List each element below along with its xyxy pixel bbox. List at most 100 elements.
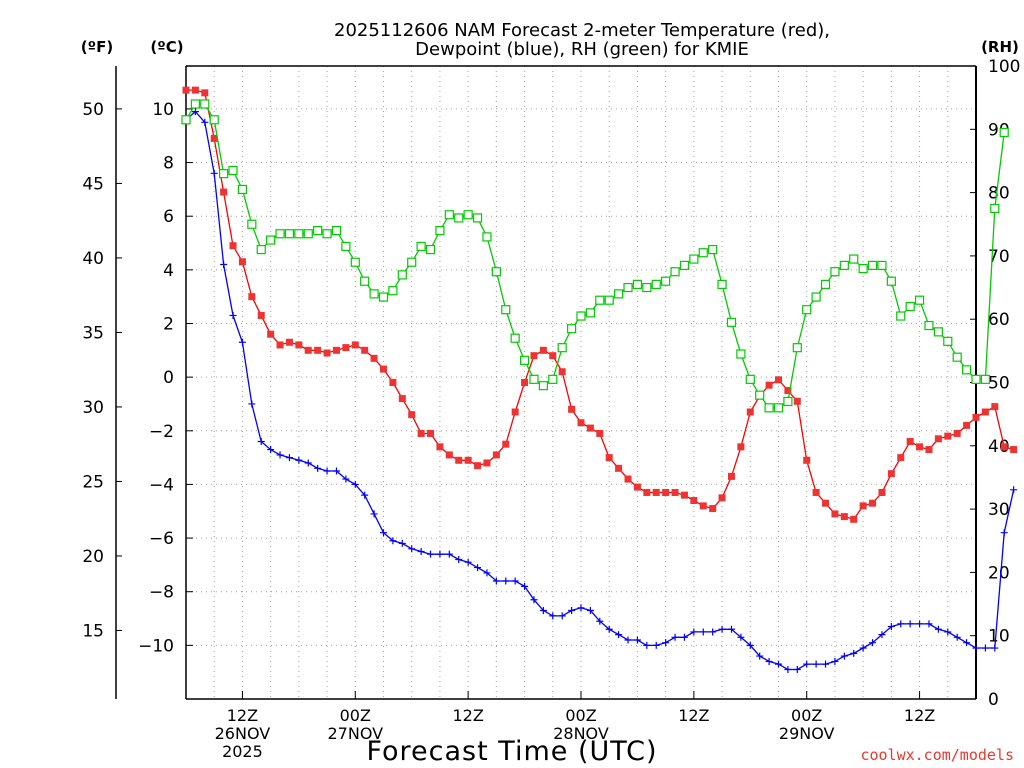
dewpoint-point — [991, 644, 999, 652]
rh-point — [726, 317, 737, 327]
fahrenheit-tick-label: 45 — [82, 174, 104, 194]
x-tick-label: 27NOV — [327, 724, 383, 743]
dewpoint-point — [521, 582, 529, 590]
rh-point — [284, 229, 295, 239]
temperature-point — [906, 438, 914, 446]
temperature-point — [342, 344, 350, 352]
rh-point — [360, 276, 370, 286]
temperature-point — [492, 451, 500, 459]
rh-tick-label: 50 — [988, 374, 1010, 394]
rh-point — [632, 279, 643, 289]
dewpoint-point — [408, 545, 416, 553]
rh-point — [350, 257, 360, 267]
dewpoint-point — [916, 620, 924, 628]
rh-point — [924, 320, 934, 331]
dewpoint-point — [906, 620, 914, 628]
temperature-point — [850, 515, 858, 523]
dewpoint-point — [793, 665, 801, 673]
rh-point — [322, 229, 332, 239]
rh-point — [341, 241, 351, 252]
temperature-point — [784, 387, 792, 395]
x-tick-label: 00Z — [791, 706, 822, 725]
rh-point — [256, 244, 266, 255]
temperature-point — [474, 462, 482, 470]
temperature-point — [549, 352, 557, 360]
temperature-point — [934, 435, 942, 443]
x-tick-label: 12Z — [227, 706, 258, 725]
temperature-point — [586, 424, 594, 432]
temperature-point — [953, 429, 961, 437]
temperature-point — [220, 188, 228, 196]
celsius-tick-label: 0 — [163, 368, 174, 388]
temperature-point — [1000, 443, 1008, 451]
dewpoint-point — [304, 459, 312, 467]
temperature-point — [445, 451, 453, 459]
rh-tick-label: 100 — [988, 57, 1020, 77]
series-rh — [181, 99, 1009, 413]
temperature-point — [285, 338, 293, 346]
temperature-point — [539, 346, 547, 354]
dewpoint-point — [248, 400, 256, 408]
rh-point — [454, 213, 464, 223]
rh-point — [980, 374, 991, 384]
rh-point — [736, 349, 746, 359]
dewpoint-point — [803, 660, 811, 668]
dewpoint-point — [314, 464, 322, 472]
temperature-point — [746, 408, 754, 416]
dewpoint-point — [972, 644, 980, 652]
dewpoint-point — [718, 625, 726, 633]
rh-point — [538, 381, 548, 391]
dewpoint-point — [869, 639, 877, 647]
celsius-tick-label: −6 — [149, 529, 174, 549]
temperature-point — [727, 472, 735, 480]
x-tick-label: 12Z — [678, 706, 709, 725]
temperature-point — [812, 488, 820, 496]
rh-point — [181, 115, 191, 125]
dewpoint-point — [257, 438, 265, 446]
temperature-point — [925, 446, 933, 454]
rh-point — [200, 99, 210, 109]
dewpoint-point — [756, 652, 764, 660]
fahrenheit-tick-label: 30 — [82, 398, 104, 418]
rh-point — [764, 403, 774, 413]
dewpoint-point — [746, 641, 754, 649]
temperature-point — [398, 395, 406, 403]
temperature-point — [436, 443, 444, 451]
dewpoint-point — [191, 108, 199, 116]
temperature-point — [370, 354, 378, 362]
temperature-point — [887, 470, 895, 478]
dewpoint-point — [380, 529, 387, 537]
dewpoint-point — [492, 577, 500, 585]
temperature-point — [822, 499, 830, 507]
rh-point — [999, 127, 1009, 138]
rh-point — [266, 235, 276, 245]
fahrenheit-unit-label: (ºF) — [81, 38, 113, 56]
rh-point — [717, 279, 727, 289]
temperature-point — [568, 405, 576, 413]
rh-point — [397, 270, 407, 280]
x-tick-label: 12Z — [452, 706, 483, 725]
dewpoint-point — [530, 596, 538, 604]
dewpoint-point — [887, 623, 895, 631]
dewpoint-point — [276, 451, 284, 459]
temperature-point — [191, 86, 199, 94]
temperature-point — [615, 464, 623, 472]
rh-point — [849, 254, 859, 264]
rh-point — [614, 289, 624, 299]
temperature-point — [455, 456, 463, 464]
dewpoint-point — [633, 636, 641, 644]
temperature-point — [643, 488, 651, 496]
rh-unit-label: (RH) — [981, 38, 1019, 56]
rh-point — [237, 184, 248, 195]
dewpoint-point — [963, 639, 971, 647]
rh-point — [858, 263, 868, 274]
temperature-point — [624, 475, 632, 483]
rh-point — [990, 203, 1000, 214]
fahrenheit-tick-label: 35 — [82, 323, 104, 343]
temperature-point — [972, 413, 980, 421]
rh-tick-label: 30 — [988, 500, 1010, 520]
x-tick-label: 00Z — [565, 706, 596, 725]
temperature-point — [897, 454, 905, 462]
temperature-point — [257, 311, 265, 319]
